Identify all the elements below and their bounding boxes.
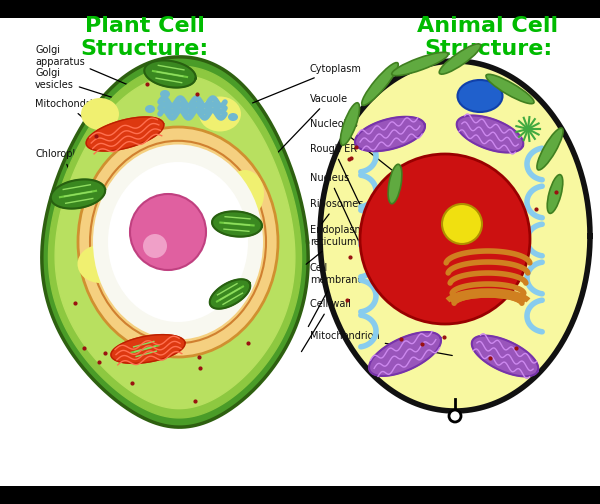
Ellipse shape — [458, 80, 503, 112]
Ellipse shape — [77, 245, 122, 283]
Polygon shape — [457, 115, 523, 153]
Polygon shape — [51, 179, 105, 209]
Circle shape — [449, 410, 461, 422]
Ellipse shape — [439, 44, 481, 74]
Text: Plant Cell
Structure:: Plant Cell Structure: — [81, 16, 209, 59]
Ellipse shape — [228, 113, 238, 121]
Polygon shape — [210, 279, 250, 309]
Ellipse shape — [78, 127, 278, 357]
Polygon shape — [212, 211, 262, 237]
Circle shape — [143, 234, 167, 258]
Polygon shape — [49, 66, 302, 418]
Ellipse shape — [537, 128, 563, 170]
Text: Cytoplasm: Cytoplasm — [253, 64, 362, 103]
Polygon shape — [320, 61, 590, 411]
Text: Mitochondrion: Mitochondrion — [310, 331, 452, 355]
Polygon shape — [42, 57, 308, 427]
Text: Animal Cell
Structure:: Animal Cell Structure: — [418, 16, 559, 59]
Polygon shape — [144, 60, 196, 88]
Polygon shape — [111, 335, 185, 363]
Polygon shape — [320, 61, 590, 411]
Text: Chloroplast: Chloroplast — [35, 149, 90, 190]
Text: Vacuole: Vacuole — [240, 94, 348, 192]
Polygon shape — [86, 117, 164, 151]
Text: Mitochondria: Mitochondria — [35, 99, 106, 137]
Ellipse shape — [199, 96, 241, 132]
Text: Nucleus: Nucleus — [310, 173, 359, 241]
Ellipse shape — [226, 170, 264, 218]
Polygon shape — [125, 338, 166, 360]
Text: Ribosomes: Ribosomes — [310, 199, 364, 224]
Text: Cell wall: Cell wall — [301, 299, 351, 352]
Text: Golgi
vesicles: Golgi vesicles — [35, 68, 178, 118]
Ellipse shape — [486, 74, 534, 104]
Text: Rough ER: Rough ER — [310, 144, 361, 207]
Ellipse shape — [160, 90, 170, 98]
Ellipse shape — [362, 62, 398, 105]
Circle shape — [360, 154, 530, 324]
Ellipse shape — [388, 164, 402, 204]
Ellipse shape — [93, 145, 263, 340]
Polygon shape — [355, 117, 425, 151]
Circle shape — [442, 204, 482, 244]
Polygon shape — [369, 332, 441, 376]
Ellipse shape — [392, 52, 448, 76]
Ellipse shape — [81, 98, 119, 130]
Ellipse shape — [145, 105, 155, 113]
Text: Nucleolus: Nucleolus — [310, 119, 458, 222]
Text: Cell
membrane: Cell membrane — [308, 263, 364, 327]
Ellipse shape — [340, 103, 359, 145]
Ellipse shape — [108, 162, 248, 322]
Ellipse shape — [547, 174, 563, 213]
Text: Golgi
apparatus: Golgi apparatus — [35, 45, 182, 108]
Text: Endoplasmic
reticulum: Endoplasmic reticulum — [306, 225, 372, 264]
Polygon shape — [55, 76, 295, 409]
Circle shape — [130, 194, 206, 270]
Polygon shape — [472, 336, 538, 376]
